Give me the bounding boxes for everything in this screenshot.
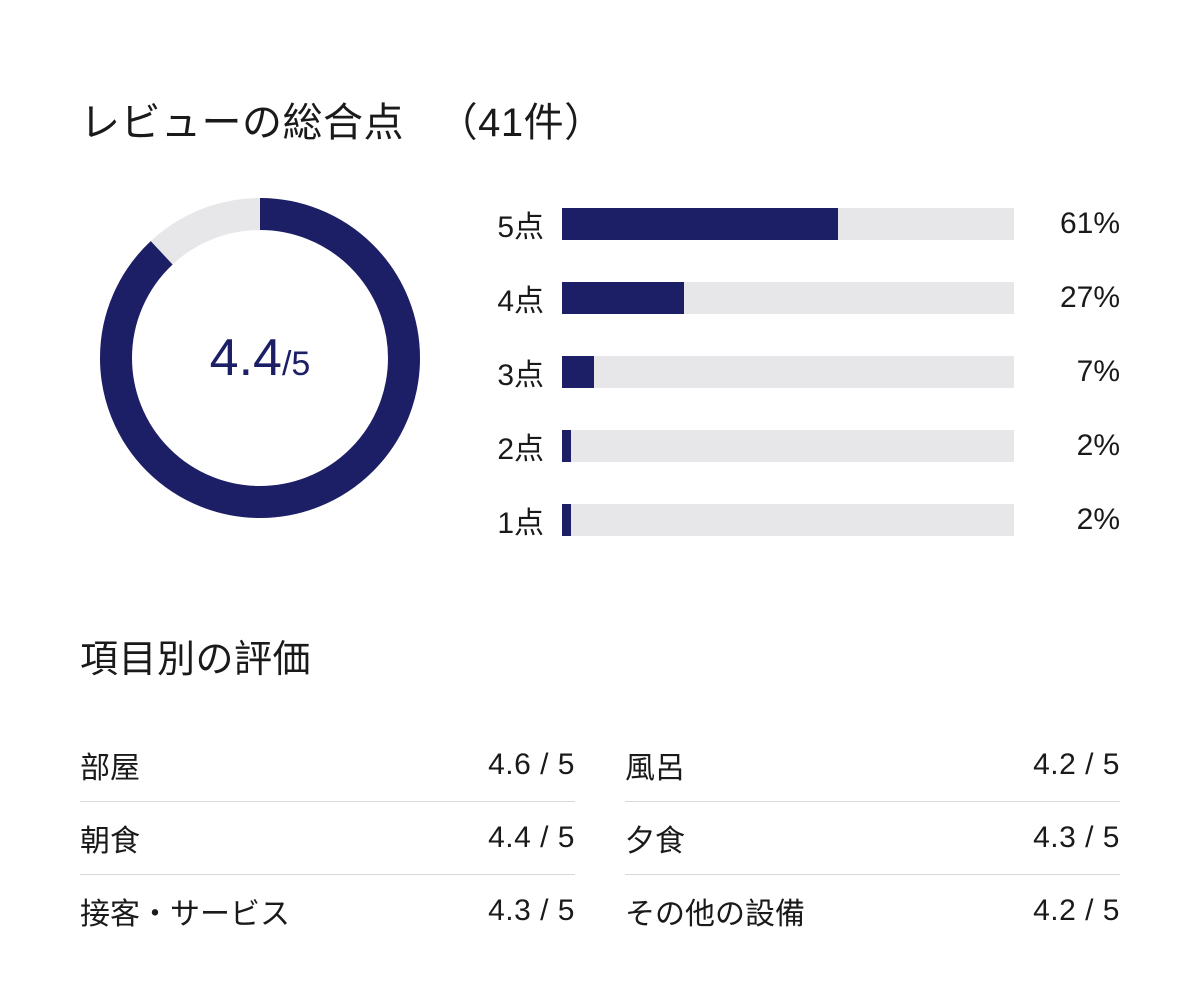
bar-percent: 7% xyxy=(1032,355,1120,389)
bar-label: 5点 xyxy=(480,202,544,246)
bar-row: 1点 2% xyxy=(480,498,1120,542)
bar-fill xyxy=(562,504,571,536)
bar-label: 1点 xyxy=(480,498,544,542)
category-score: 4.6 / 5 xyxy=(488,748,575,782)
title-row: レビューの総合点 （41件） xyxy=(80,90,1120,148)
category-label: 風呂 xyxy=(625,743,685,787)
bar-bg xyxy=(562,430,1014,462)
bar-row: 5点 61% xyxy=(480,202,1120,246)
bar-percent: 2% xyxy=(1032,429,1120,463)
category-row: 風呂 4.2 / 5 xyxy=(625,729,1120,801)
category-score: 4.2 / 5 xyxy=(1033,894,1120,928)
category-score: 4.3 / 5 xyxy=(488,894,575,928)
category-score: 4.2 / 5 xyxy=(1033,748,1120,782)
title-count: （41件） xyxy=(438,101,605,145)
bar-fill xyxy=(562,356,594,388)
bar-track xyxy=(562,356,1014,388)
overview-row: 4.4/5 5点 61% 4点 27% 3点 7% 2点 2% 1点 2% xyxy=(80,198,1120,542)
bar-fill xyxy=(562,208,838,240)
category-row: 朝食 4.4 / 5 xyxy=(80,802,575,874)
bar-label: 2点 xyxy=(480,424,544,468)
bar-bg xyxy=(562,504,1014,536)
bar-label: 3点 xyxy=(480,350,544,394)
category-score: 4.4 / 5 xyxy=(488,821,575,855)
overall-score: 4.4 xyxy=(210,329,282,387)
bar-label: 4点 xyxy=(480,276,544,320)
category-label: 朝食 xyxy=(80,816,140,860)
bar-fill xyxy=(562,430,571,462)
category-column-left: 部屋 4.6 / 5 朝食 4.4 / 5 接客・サービス 4.3 / 5 xyxy=(80,729,575,947)
bar-row: 4点 27% xyxy=(480,276,1120,320)
category-label: 接客・サービス xyxy=(80,889,290,933)
bar-fill xyxy=(562,282,684,314)
category-section-title: 項目別の評価 xyxy=(80,628,1120,683)
bar-row: 2点 2% xyxy=(480,424,1120,468)
category-column-right: 風呂 4.2 / 5 夕食 4.3 / 5 その他の設備 4.2 / 5 xyxy=(625,729,1120,947)
category-label: 部屋 xyxy=(80,743,140,787)
bar-track xyxy=(562,208,1014,240)
bar-percent: 27% xyxy=(1032,281,1120,315)
category-row: 夕食 4.3 / 5 xyxy=(625,802,1120,874)
overall-max: /5 xyxy=(282,345,310,383)
bar-percent: 61% xyxy=(1032,207,1120,241)
category-row: 部屋 4.6 / 5 xyxy=(80,729,575,801)
category-row: 接客・サービス 4.3 / 5 xyxy=(80,875,575,947)
bar-track xyxy=(562,282,1014,314)
rating-distribution: 5点 61% 4点 27% 3点 7% 2点 2% 1点 2% xyxy=(480,198,1120,542)
bar-track xyxy=(562,430,1014,462)
category-row: その他の設備 4.2 / 5 xyxy=(625,875,1120,947)
bar-row: 3点 7% xyxy=(480,350,1120,394)
category-score: 4.3 / 5 xyxy=(1033,821,1120,855)
category-label: 夕食 xyxy=(625,816,685,860)
overall-donut-chart: 4.4/5 xyxy=(100,198,420,518)
category-grid: 部屋 4.6 / 5 朝食 4.4 / 5 接客・サービス 4.3 / 5 風呂 4.2 /… xyxy=(80,729,1120,947)
bar-percent: 2% xyxy=(1032,503,1120,537)
title-label: レビューの総合点 xyxy=(80,101,404,145)
bar-track xyxy=(562,504,1014,536)
category-label: その他の設備 xyxy=(625,889,805,933)
bar-bg xyxy=(562,356,1014,388)
donut-center: 4.4/5 xyxy=(100,198,420,518)
review-summary: レビューの総合点 （41件） 4.4/5 5点61%4点27%3点7%2点2%1… xyxy=(0,0,1200,987)
